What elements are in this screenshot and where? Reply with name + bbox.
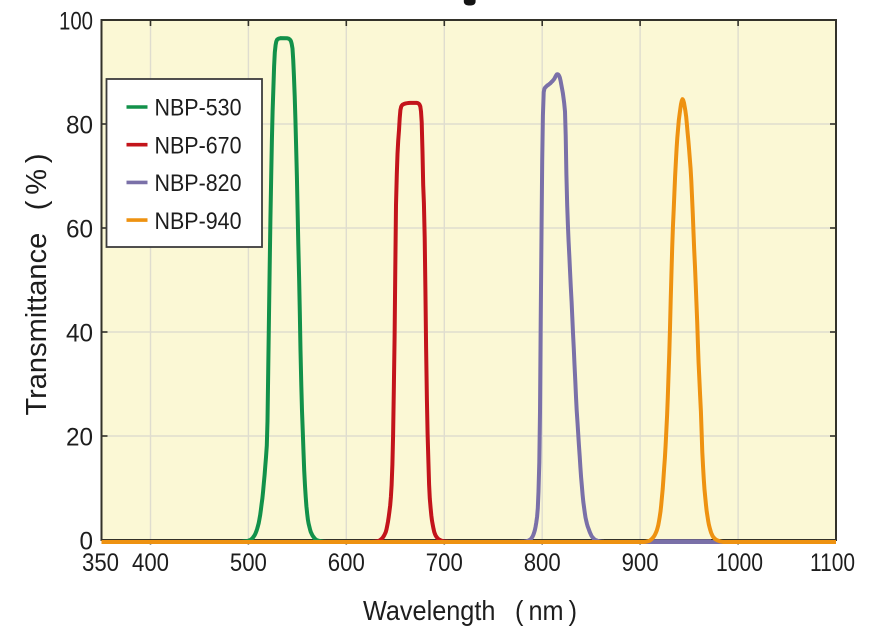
svg-text:400: 400 [132, 549, 169, 577]
svg-text:Transmittance ( % ): Transmittance ( % ) [21, 154, 53, 416]
svg-text:NBP-940: NBP-940 [155, 208, 242, 235]
svg-text:100: 100 [59, 8, 93, 36]
svg-text:1100: 1100 [810, 549, 855, 577]
svg-text:1000: 1000 [716, 549, 763, 577]
svg-text:700: 700 [426, 549, 463, 577]
svg-text:20: 20 [66, 424, 93, 452]
svg-text:60: 60 [66, 216, 93, 244]
svg-text:NBP-530: NBP-530 [155, 95, 242, 122]
svg-text:0: 0 [80, 528, 94, 556]
svg-text:NBP-820: NBP-820 [155, 170, 242, 197]
svg-text:800: 800 [524, 549, 561, 577]
svg-text:80: 80 [66, 112, 93, 140]
svg-text:500: 500 [230, 549, 267, 577]
svg-text:600: 600 [328, 549, 365, 577]
svg-text:NBP-670: NBP-670 [155, 132, 242, 159]
svg-text:Wavelength ( nm ): Wavelength ( nm ) [363, 595, 577, 626]
svg-text:900: 900 [622, 549, 659, 577]
svg-text:40: 40 [66, 320, 93, 348]
svg-text:350: 350 [82, 549, 119, 577]
